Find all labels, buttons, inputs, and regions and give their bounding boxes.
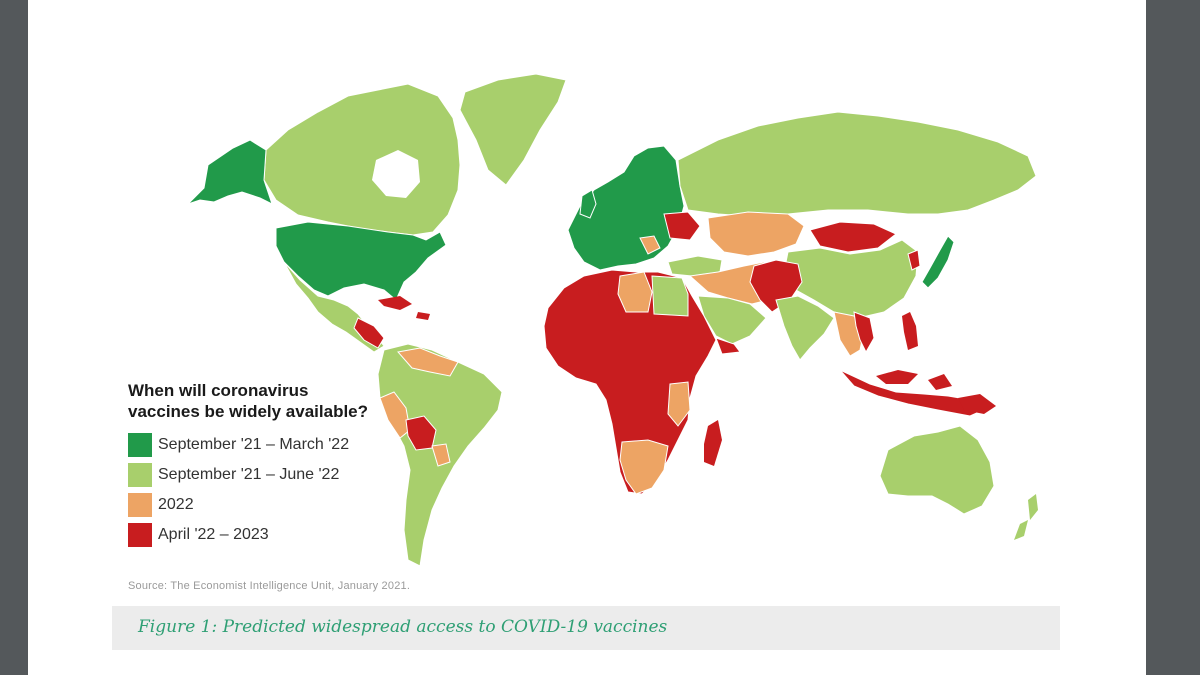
legend-swatch xyxy=(128,523,152,547)
region-ukraine-belarus xyxy=(663,211,701,241)
region-central-asia xyxy=(707,211,805,257)
region-usa xyxy=(275,221,447,301)
region-north-africa-libya xyxy=(617,271,653,313)
legend-item: September '21 – June '22 xyxy=(128,460,428,490)
region-southern-africa xyxy=(619,439,669,495)
map-legend: When will coronavirus vaccines be widely… xyxy=(128,380,428,550)
figure-caption-bar: Figure 1: Predicted widespread access to… xyxy=(112,606,1060,650)
figure-caption: Figure 1: Predicted widespread access to… xyxy=(138,617,668,637)
legend-title: When will coronavirus vaccines be widely… xyxy=(128,381,369,421)
region-north-korea xyxy=(907,249,921,271)
region-alaska xyxy=(187,139,273,205)
legend-item: April '22 – 2023 xyxy=(128,520,428,550)
region-central-america-red xyxy=(353,317,385,349)
region-indonesia-east xyxy=(876,370,952,390)
region-egypt xyxy=(651,275,689,317)
region-balkans xyxy=(639,235,661,255)
legend-item: September '21 – March '22 xyxy=(128,430,428,460)
legend-label: September '21 – March '22 xyxy=(158,436,350,453)
region-hudson-bay xyxy=(372,150,420,198)
region-china xyxy=(783,239,919,319)
world-map xyxy=(187,73,1038,567)
region-australia xyxy=(879,425,995,515)
region-greenland xyxy=(459,73,567,186)
region-uk-ireland xyxy=(579,189,597,219)
legend-label: September '21 – June '22 xyxy=(158,466,340,483)
legend-item: 2022 xyxy=(128,490,428,520)
region-paraguay xyxy=(431,443,451,467)
legend-label: April '22 – 2023 xyxy=(158,526,269,543)
region-russia xyxy=(677,111,1037,217)
region-japan xyxy=(921,235,955,289)
region-papua xyxy=(958,394,996,414)
legend-swatch xyxy=(128,463,152,487)
region-yemen xyxy=(715,337,741,355)
legend-label: 2022 xyxy=(158,496,194,513)
document-page: When will coronavirus vaccines be widely… xyxy=(28,0,1146,675)
region-mongolia xyxy=(809,221,897,253)
region-new-zealand xyxy=(1014,494,1038,540)
region-arabia xyxy=(697,295,767,345)
region-philippines xyxy=(902,312,918,350)
region-bolivia xyxy=(405,415,437,451)
legend-swatch xyxy=(128,433,152,457)
region-madagascar xyxy=(704,420,722,466)
region-vietnam-laos xyxy=(853,311,875,354)
region-canada xyxy=(263,83,461,236)
region-caribbean xyxy=(378,296,430,320)
region-africa xyxy=(543,269,717,495)
legend-swatch xyxy=(128,493,152,517)
region-venezuela-guianas xyxy=(397,347,459,377)
region-east-africa xyxy=(667,381,691,427)
region-india xyxy=(775,295,835,361)
source-note: Source: The Economist Intelligence Unit,… xyxy=(128,580,411,592)
